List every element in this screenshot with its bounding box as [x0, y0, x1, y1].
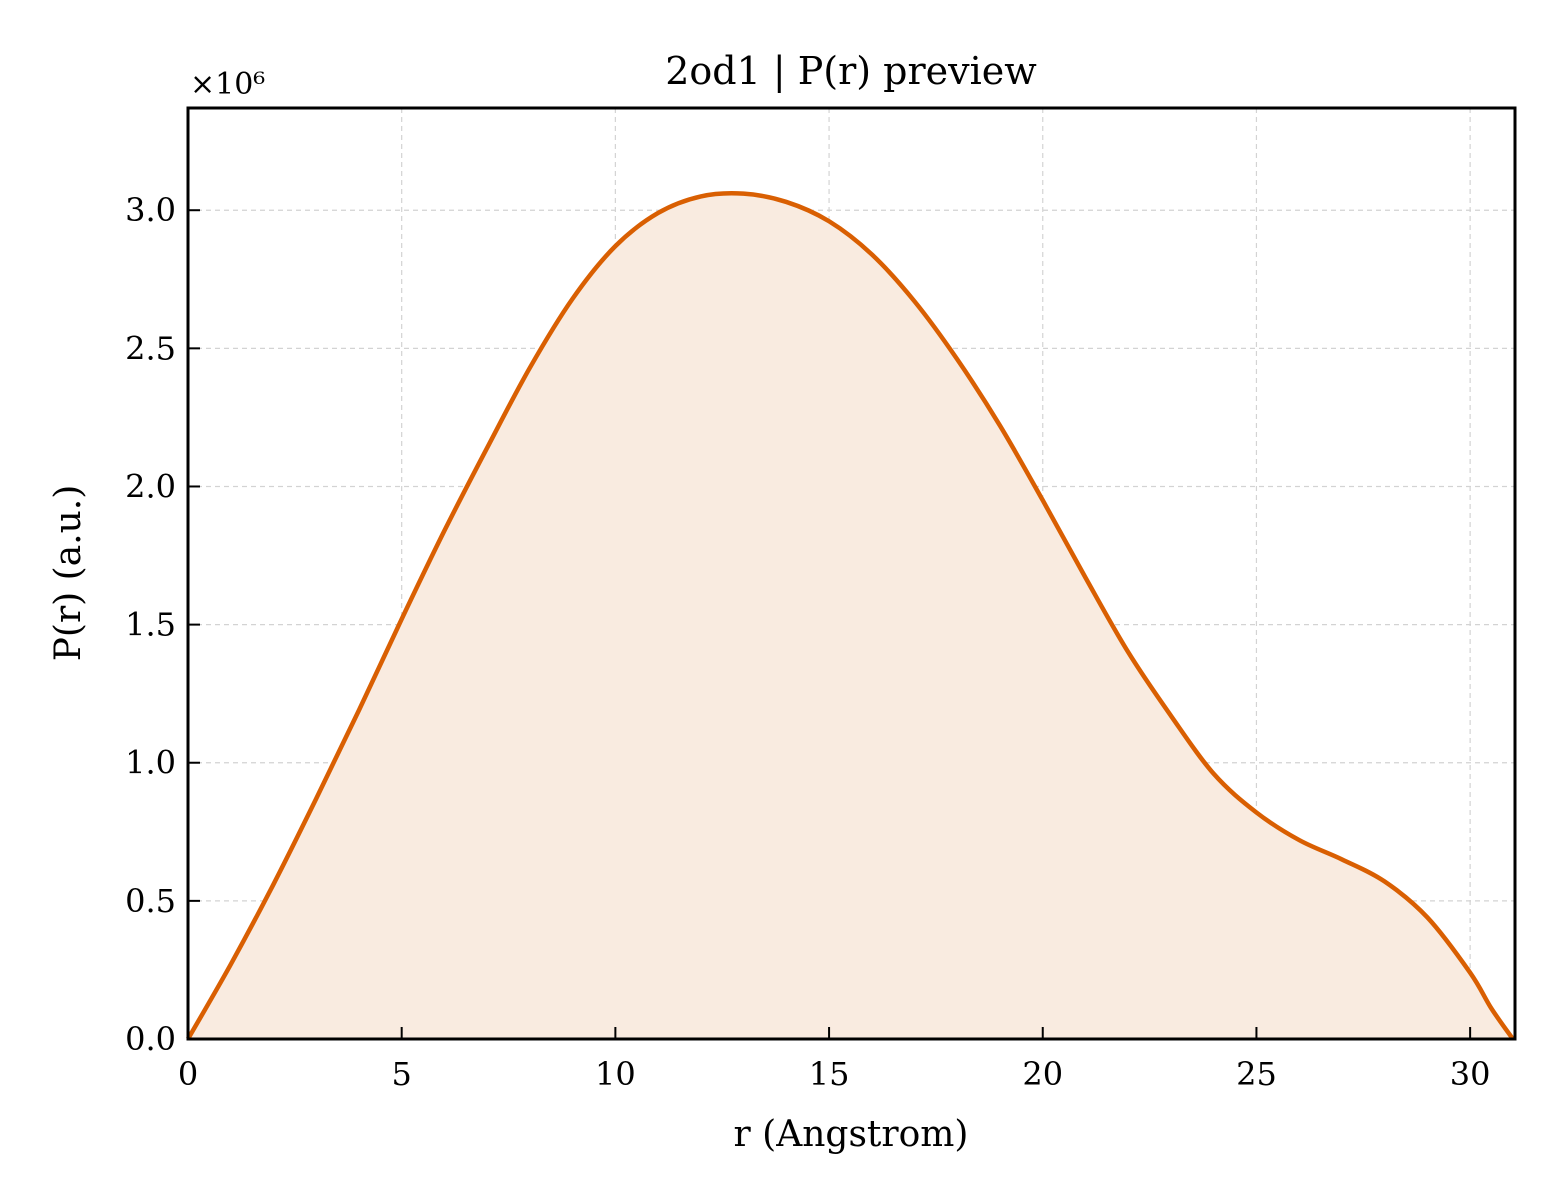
y-tick-label: 2.0 [125, 467, 176, 505]
y-tick-label: 2.5 [125, 329, 176, 367]
y-tick-label: 1.5 [125, 606, 176, 644]
x-tick-label: 5 [392, 1055, 412, 1093]
y-tick-label: 3.0 [125, 191, 176, 229]
y-scale-offset-label: ×10⁶ [190, 67, 265, 102]
x-tick-label: 15 [809, 1055, 850, 1093]
plot-frame [186, 106, 1517, 1041]
x-tick-label: 30 [1450, 1055, 1491, 1093]
x-tick-label: 25 [1236, 1055, 1277, 1093]
x-tick-label: 20 [1022, 1055, 1063, 1093]
y-tick-label: 0.0 [125, 1020, 176, 1058]
y-tick-label: 0.5 [125, 882, 176, 920]
x-axis-label: r (Angstrom) [734, 1114, 969, 1155]
x-tick-label: 10 [595, 1055, 636, 1093]
y-tick-label: 1.0 [125, 744, 176, 782]
series-line [186, 190, 1515, 1041]
y-axis-label: P(r) (a.u.) [48, 485, 89, 662]
series-area-fill [188, 193, 1513, 1039]
axis-ticks: 0 5 10 15 20 25 30 0.0 0.5 1.0 1.5 2.0 2.5 3.0 [125, 191, 1490, 1093]
x-tick-label: 0 [178, 1055, 198, 1093]
chart-title: 2od1 | P(r) preview [665, 49, 1037, 93]
